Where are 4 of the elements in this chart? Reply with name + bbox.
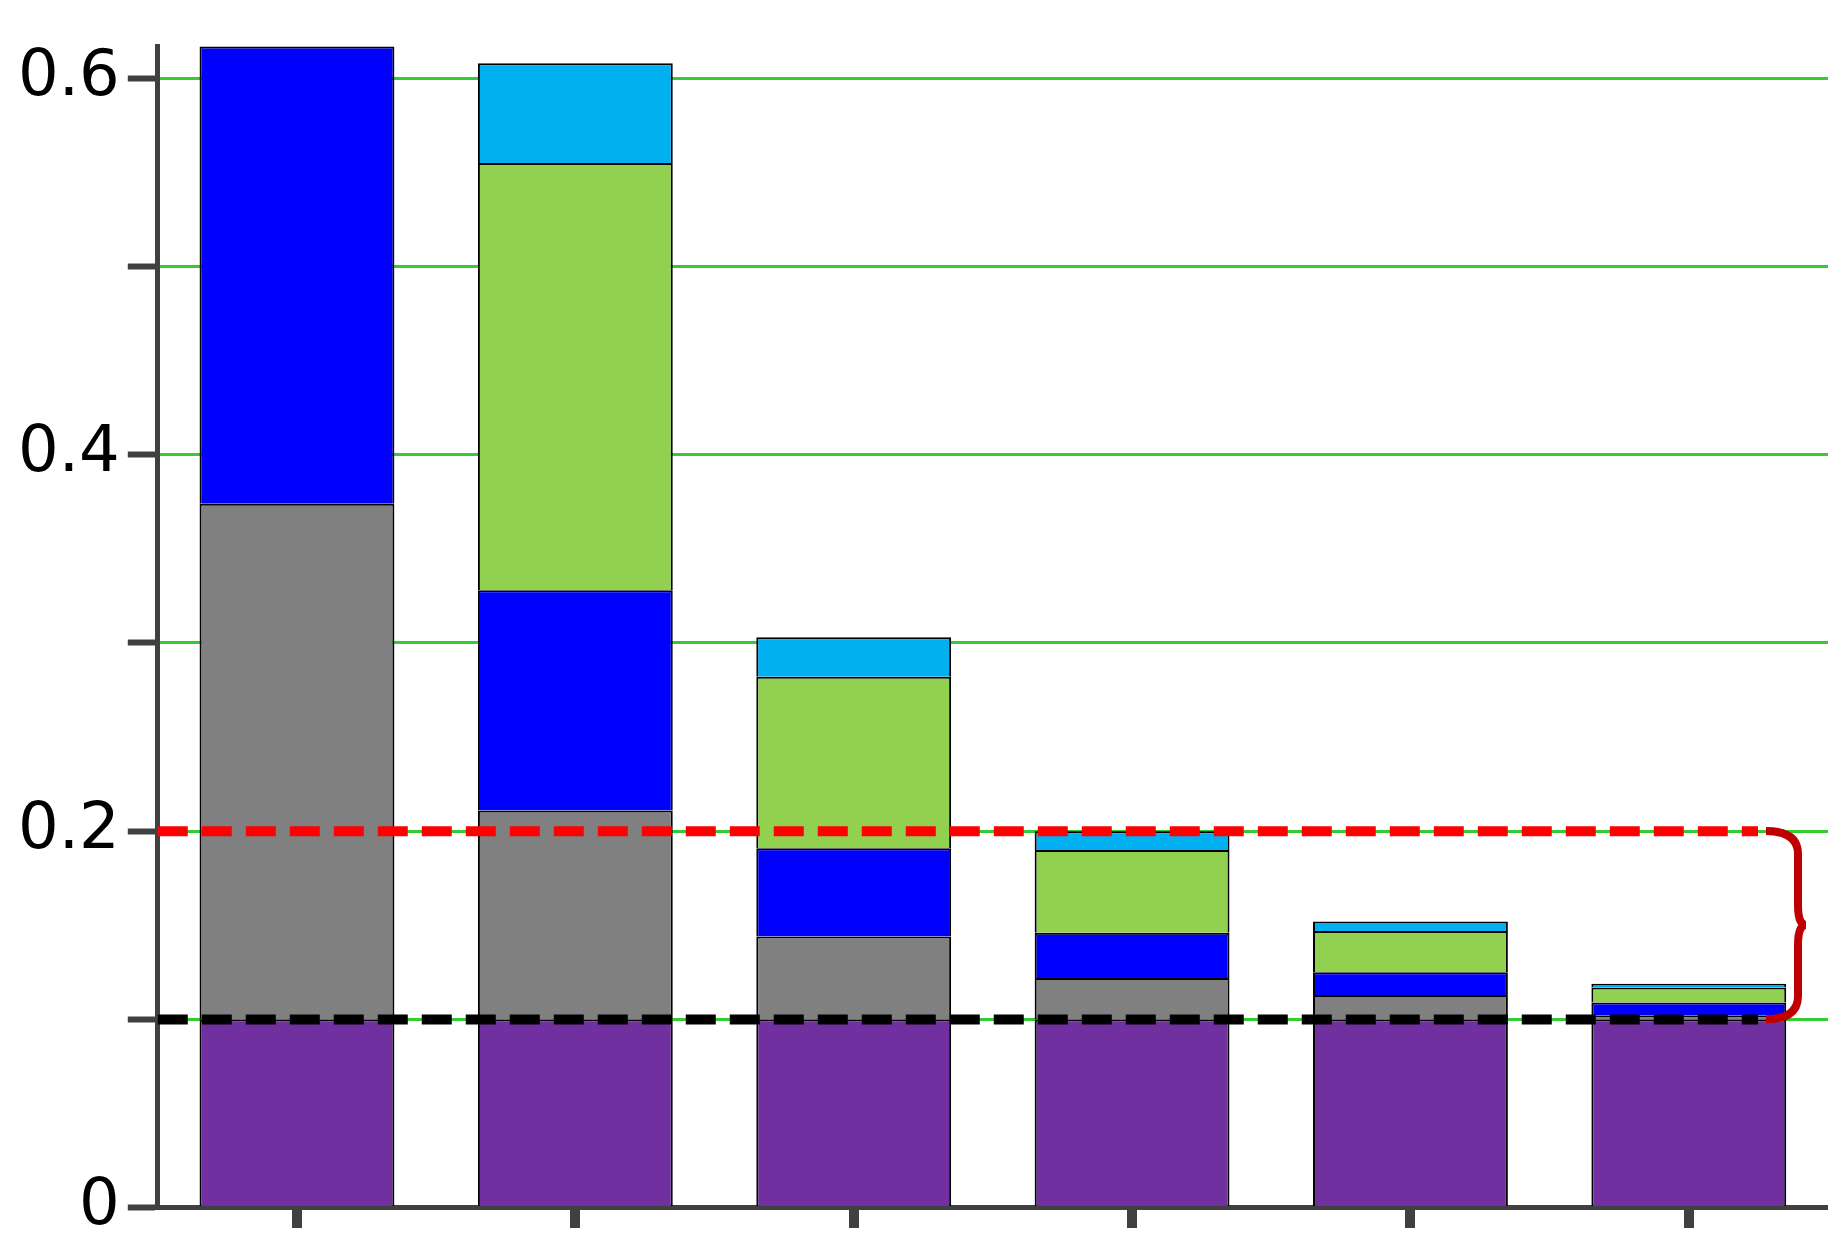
y-tick-label: 0 <box>79 1165 120 1240</box>
y-tick-label: 0.4 <box>18 412 120 487</box>
y-tick-label: 0.6 <box>18 36 120 111</box>
y-tick-label: 0.2 <box>18 788 120 863</box>
